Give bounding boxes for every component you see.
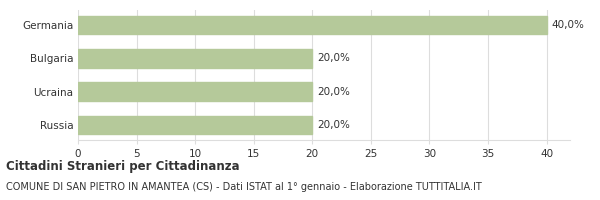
Text: 20,0%: 20,0%	[317, 87, 350, 97]
Text: COMUNE DI SAN PIETRO IN AMANTEA (CS) - Dati ISTAT al 1° gennaio - Elaborazione T: COMUNE DI SAN PIETRO IN AMANTEA (CS) - D…	[6, 182, 482, 192]
Text: Cittadini Stranieri per Cittadinanza: Cittadini Stranieri per Cittadinanza	[6, 160, 239, 173]
Text: 20,0%: 20,0%	[317, 53, 350, 63]
Bar	[78, 82, 312, 101]
Text: 40,0%: 40,0%	[551, 20, 584, 30]
Bar	[78, 49, 312, 68]
Text: 20,0%: 20,0%	[317, 120, 350, 130]
Bar	[78, 116, 312, 134]
Bar	[78, 16, 547, 34]
